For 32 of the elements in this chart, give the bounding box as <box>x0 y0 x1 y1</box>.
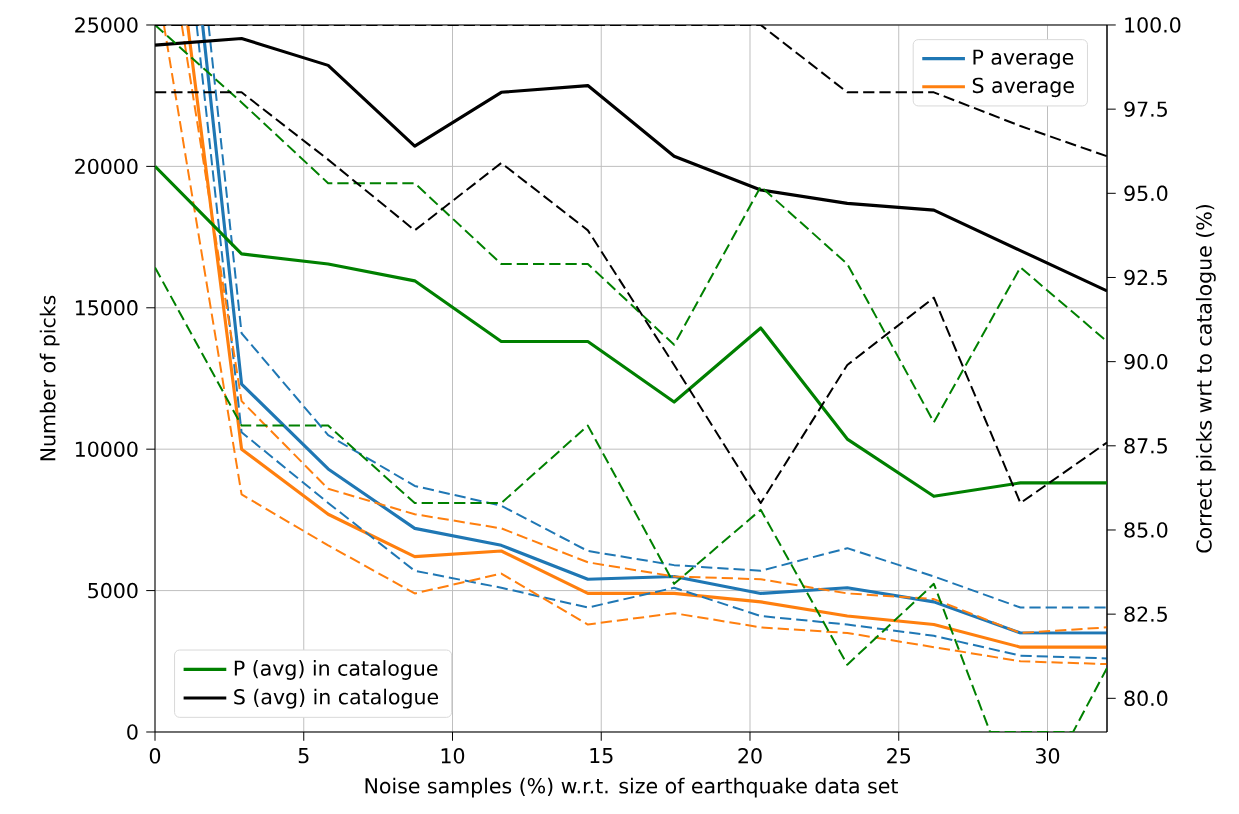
x-tick-label: 10 <box>441 748 465 764</box>
y2-tick-label: 92.5 <box>1124 269 1167 286</box>
y-tick-label: 0 <box>127 724 138 740</box>
y2-tick-label: 80.0 <box>1124 690 1168 707</box>
line-series <box>155 266 1107 732</box>
x-tick-label: 15 <box>590 748 613 764</box>
y-axis-title: Number of picks <box>39 295 60 461</box>
y-tick-label: 20000 <box>75 158 138 175</box>
line-series <box>155 164 1107 498</box>
y2-tick-label: 95.0 <box>1124 185 1168 202</box>
y-tick-label: 10000 <box>75 441 138 457</box>
legend-label: P average <box>973 49 1074 69</box>
y2-tick-label: 90.0 <box>1124 353 1168 370</box>
y2-tick-label: 85.0 <box>1124 522 1168 538</box>
y-tick-label: 25000 <box>75 17 138 33</box>
y2-tick-label: 82.5 <box>1124 606 1167 622</box>
y-tick-label: 5000 <box>88 582 138 599</box>
x-tick-label: 25 <box>887 748 910 764</box>
legend-label: S (avg) in catalogue <box>234 688 439 709</box>
y2-axis-title: Correct picks wrt to catalogue (%) <box>1195 204 1216 553</box>
line-series <box>155 24 1107 424</box>
y2-tick-label: 97.5 <box>1124 101 1167 117</box>
x-tick-label: 20 <box>738 748 762 764</box>
x-tick-label: 30 <box>1036 748 1060 764</box>
legend-label: P (avg) in catalogue <box>234 660 438 680</box>
x-axis-title: Noise samples (%) w.r.t. size of earthquake data set <box>365 777 898 798</box>
x-tick-label: 0 <box>149 748 161 764</box>
x-tick-label: 5 <box>298 748 309 764</box>
y2-tick-label: 87.5 <box>1124 438 1167 454</box>
y-tick-label: 15000 <box>75 300 138 316</box>
legend-label: S average <box>972 77 1074 98</box>
y2-tick-label: 100.0 <box>1125 17 1181 33</box>
